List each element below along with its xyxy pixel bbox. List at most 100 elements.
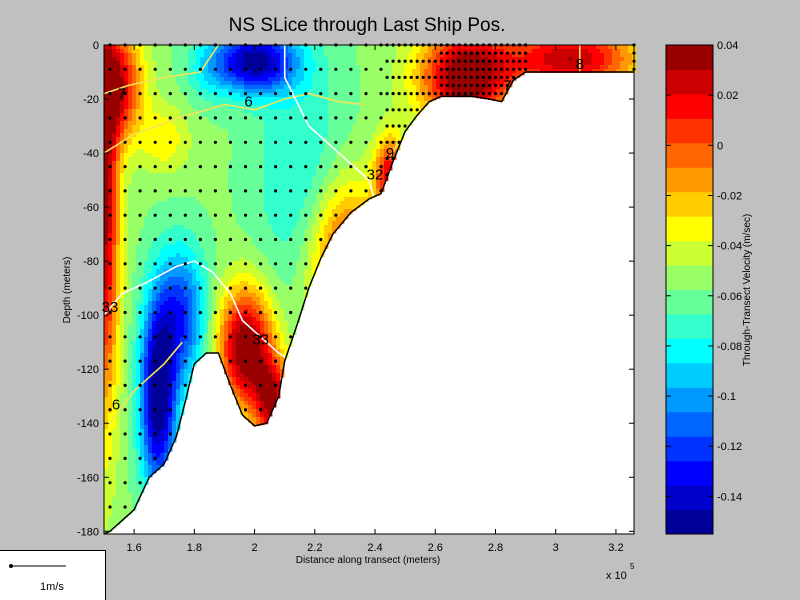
field-cell bbox=[268, 181, 273, 186]
field-cell bbox=[140, 293, 145, 298]
field-cell bbox=[292, 245, 297, 250]
field-cell bbox=[116, 249, 121, 254]
field-cell bbox=[172, 421, 177, 426]
field-cell bbox=[260, 265, 265, 270]
field-cell bbox=[192, 113, 197, 118]
field-cell bbox=[240, 313, 245, 318]
field-cell bbox=[224, 153, 229, 158]
field-cell bbox=[116, 153, 121, 158]
field-cell bbox=[120, 401, 125, 406]
field-cell bbox=[136, 401, 141, 406]
field-cell bbox=[196, 105, 201, 110]
field-cell bbox=[268, 301, 273, 306]
field-cell bbox=[104, 217, 109, 222]
field-cell bbox=[160, 341, 165, 346]
field-cell bbox=[136, 417, 141, 422]
field-cell bbox=[168, 185, 173, 190]
field-cell bbox=[180, 173, 185, 178]
field-cell bbox=[184, 193, 189, 198]
field-cell bbox=[240, 249, 245, 254]
field-cell bbox=[164, 425, 169, 430]
field-cell bbox=[104, 65, 109, 70]
field-cell bbox=[108, 489, 113, 494]
field-cell bbox=[260, 365, 265, 370]
field-cell bbox=[180, 193, 185, 198]
field-cell bbox=[264, 233, 269, 238]
field-cell bbox=[252, 69, 257, 74]
field-cell bbox=[224, 93, 229, 98]
field-cell bbox=[268, 201, 273, 206]
field-cell bbox=[160, 189, 165, 194]
field-cell bbox=[248, 181, 253, 186]
field-cell bbox=[256, 169, 261, 174]
field-cell bbox=[296, 97, 301, 102]
field-cell bbox=[104, 85, 109, 90]
field-cell bbox=[264, 53, 269, 58]
field-cell bbox=[108, 429, 113, 434]
field-cell bbox=[232, 309, 237, 314]
field-cell bbox=[136, 477, 141, 482]
field-cell bbox=[136, 193, 141, 198]
field-cell bbox=[192, 293, 197, 298]
field-cell bbox=[152, 341, 157, 346]
field-cell bbox=[240, 377, 245, 382]
field-cell bbox=[228, 337, 233, 342]
field-cell bbox=[140, 465, 145, 470]
field-cell bbox=[300, 49, 305, 54]
field-cell bbox=[316, 65, 321, 70]
field-cell bbox=[144, 297, 149, 302]
field-cell bbox=[204, 77, 209, 82]
field-cell bbox=[136, 289, 141, 294]
field-cell bbox=[292, 257, 297, 262]
field-cell bbox=[240, 201, 245, 206]
field-cell bbox=[272, 145, 277, 150]
field-cell bbox=[116, 113, 121, 118]
field-cell bbox=[132, 477, 137, 482]
field-cell bbox=[268, 289, 273, 294]
field-cell bbox=[188, 285, 193, 290]
field-cell bbox=[132, 329, 137, 334]
field-cell bbox=[104, 425, 109, 430]
field-cell bbox=[272, 265, 277, 270]
field-cell bbox=[168, 81, 173, 86]
field-cell bbox=[140, 297, 145, 302]
field-cell bbox=[116, 401, 121, 406]
field-cell bbox=[224, 57, 229, 62]
field-cell bbox=[252, 413, 257, 418]
field-cell bbox=[240, 97, 245, 102]
field-cell bbox=[120, 353, 125, 358]
field-cell bbox=[256, 213, 261, 218]
field-cell bbox=[120, 361, 125, 366]
field-cell bbox=[312, 69, 317, 74]
field-cell bbox=[184, 357, 189, 362]
field-cell bbox=[120, 257, 125, 262]
field-cell bbox=[108, 125, 113, 130]
field-cell bbox=[292, 89, 297, 94]
field-cell bbox=[256, 337, 261, 342]
field-cell bbox=[212, 277, 217, 282]
field-cell bbox=[296, 89, 301, 94]
field-cell bbox=[240, 77, 245, 82]
field-cell bbox=[192, 117, 197, 122]
field-cell bbox=[104, 353, 109, 358]
field-cell bbox=[124, 241, 129, 246]
field-cell bbox=[164, 61, 169, 66]
field-cell bbox=[236, 121, 241, 126]
field-cell bbox=[172, 253, 177, 258]
field-cell bbox=[304, 201, 309, 206]
field-cell bbox=[128, 253, 133, 258]
field-cell bbox=[132, 209, 137, 214]
field-cell bbox=[260, 237, 265, 242]
field-cell bbox=[204, 229, 209, 234]
field-cell bbox=[204, 69, 209, 74]
field-cell bbox=[308, 261, 313, 266]
field-cell bbox=[272, 49, 277, 54]
field-cell bbox=[248, 153, 253, 158]
field-cell bbox=[256, 101, 261, 106]
field-cell bbox=[244, 65, 249, 70]
field-cell bbox=[220, 261, 225, 266]
field-cell bbox=[216, 49, 221, 54]
field-cell bbox=[164, 165, 169, 170]
field-cell bbox=[212, 121, 217, 126]
field-cell bbox=[160, 393, 165, 398]
